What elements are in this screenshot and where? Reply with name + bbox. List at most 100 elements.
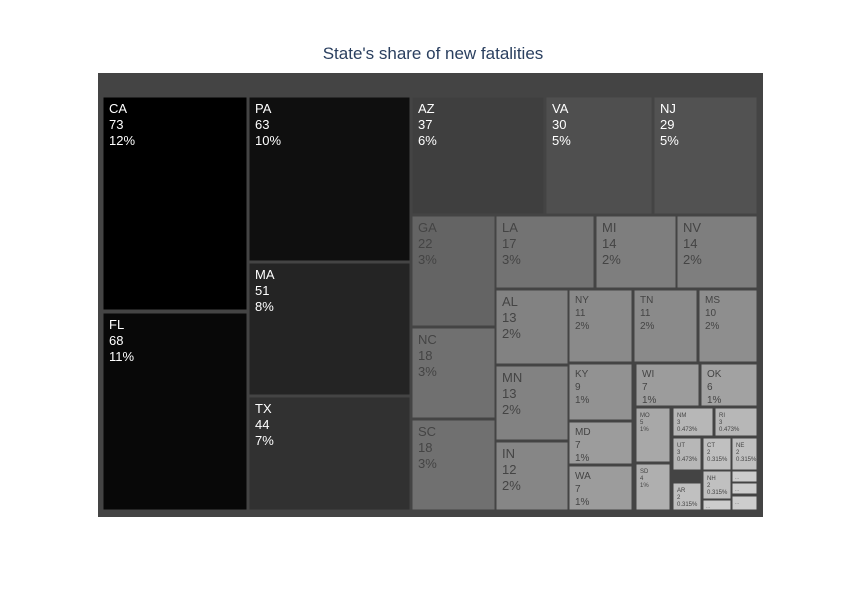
treemap-tile-tile-34[interactable]: ... (731, 470, 758, 483)
tile-value: 2 (677, 495, 681, 501)
treemap-tile-wa[interactable]: WA 7 1% (568, 465, 633, 511)
treemap-tile-rect (702, 470, 732, 500)
tile-percent: 2% (502, 402, 521, 417)
treemap-tile-tile-35[interactable]: ... (731, 482, 758, 495)
treemap-tile-rect (672, 437, 702, 471)
tile-percent: 10% (255, 133, 281, 148)
tile-value: 17 (502, 236, 516, 251)
treemap-tile-tile-36[interactable]: ... (702, 499, 732, 511)
tile-value: 14 (683, 236, 697, 251)
treemap-tile-rect (731, 482, 758, 495)
tile-percent: 3% (418, 252, 437, 267)
tile-value: 22 (418, 236, 432, 251)
treemap-tile-rect (411, 327, 496, 419)
tile-value: 12 (502, 462, 516, 477)
chart-title: State's share of new fatalities (322, 44, 544, 63)
tile-value: 14 (602, 236, 616, 251)
tile-ellipsis: ... (735, 475, 739, 481)
treemap-tile-rect (545, 96, 653, 215)
tile-percent: 0.315% (677, 502, 698, 508)
treemap-tile-rect (495, 215, 595, 289)
tile-percent: 0.315% (707, 457, 728, 463)
tile-label: NE (736, 443, 744, 449)
tile-label: AR (677, 488, 686, 494)
treemap-tile-tile-37[interactable]: ... (731, 495, 758, 511)
tile-label: RI (719, 413, 725, 419)
tile-percent: 1% (642, 395, 657, 406)
tile-label: IN (502, 446, 515, 461)
tile-value: 2 (707, 483, 711, 489)
tile-percent: 7% (255, 433, 274, 448)
tile-label: AZ (418, 101, 435, 116)
treemap-tile-tn[interactable]: TN 11 2% (633, 289, 698, 363)
tile-percent: 0.473% (677, 427, 698, 433)
tile-label: FL (109, 317, 124, 332)
tile-value: 7 (575, 484, 581, 495)
treemap-tile-wi[interactable]: WI 7 1% (635, 363, 700, 407)
tile-percent: 12% (109, 133, 135, 148)
treemap-tile-rect (102, 96, 248, 311)
tile-label: NJ (660, 101, 676, 116)
treemap-tile-ms[interactable]: MS 10 2% (698, 289, 758, 363)
tile-label: WI (642, 369, 654, 380)
tile-value: 2 (736, 450, 740, 456)
tile-percent: 5% (552, 133, 571, 148)
tile-ellipsis: ... (706, 504, 710, 510)
tile-percent: 2% (683, 252, 702, 267)
tile-value: 30 (552, 117, 566, 132)
tile-percent: 1% (640, 483, 649, 489)
tile-percent: 2% (705, 321, 720, 332)
treemap-tile-md[interactable]: MD 7 1% (568, 421, 633, 465)
tile-percent: 1% (707, 395, 722, 406)
treemap-tile-ny[interactable]: NY 11 2% (568, 289, 633, 363)
tile-label: MO (640, 413, 650, 419)
tile-percent: 8% (255, 299, 274, 314)
treemap-tile-rect (568, 465, 633, 511)
tile-value: 10 (705, 308, 717, 319)
tile-label: UT (677, 443, 685, 449)
tile-value: 11 (575, 308, 586, 319)
tile-percent: 0.473% (677, 457, 698, 463)
tile-ellipsis: ... (735, 487, 739, 493)
tile-value: 18 (418, 440, 432, 455)
treemap-tile-rect (672, 407, 714, 437)
tile-value: 37 (418, 117, 432, 132)
treemap-tile-rect (672, 482, 702, 511)
tile-percent: 3% (418, 456, 437, 471)
treemap-tile-ok[interactable]: OK 6 1% (700, 363, 758, 407)
tile-value: 7 (575, 440, 581, 451)
treemap-tile-ky[interactable]: KY 9 1% (568, 363, 633, 421)
treemap-tile-rect (495, 441, 569, 511)
tile-value: 3 (677, 450, 681, 456)
tile-label: NH (707, 476, 716, 482)
tile-value: 9 (575, 382, 581, 393)
treemap-tile-rect (411, 419, 496, 511)
